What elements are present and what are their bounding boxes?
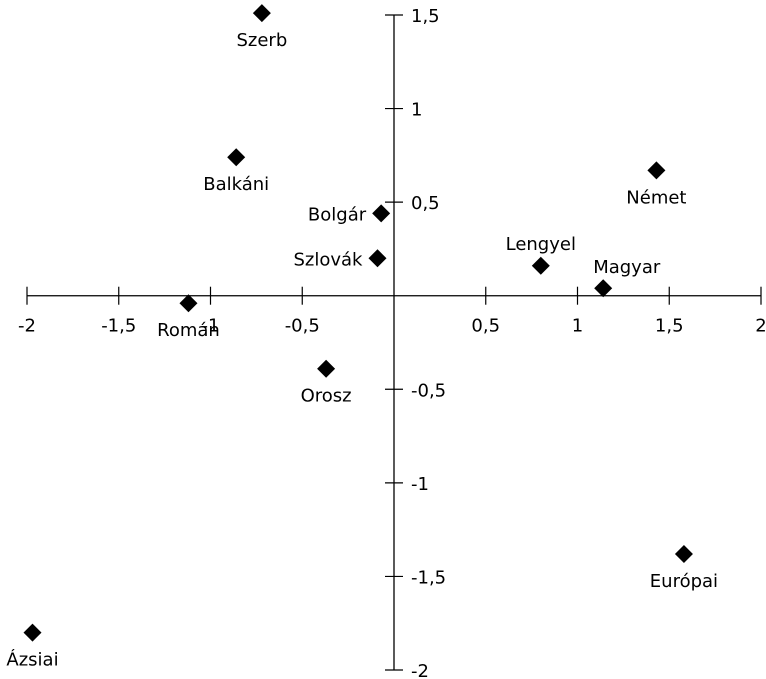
y-tick-label: -1,5 [411, 567, 446, 588]
x-tick-label: -1,5 [101, 316, 136, 337]
data-point-marker [674, 544, 693, 563]
y-tick-label: 1,5 [411, 6, 440, 27]
data-point-label: Bolgár [308, 204, 367, 225]
data-point-label: Lengyel [506, 234, 576, 255]
y-tick-label: 0,5 [411, 193, 440, 214]
data-point-marker [531, 256, 550, 275]
x-tick-label: 0,5 [471, 316, 500, 337]
x-tick-label: -1 [202, 316, 220, 337]
data-point-marker [647, 161, 666, 180]
data-point-label: Magyar [593, 257, 661, 278]
data-point-marker [368, 249, 387, 268]
x-tick-label: 1,5 [655, 316, 684, 337]
data-point-label: Európai [650, 571, 718, 592]
x-tick-label: 2 [755, 316, 766, 337]
data-point-marker [227, 148, 246, 167]
x-tick-label: -0,5 [285, 316, 320, 337]
data-point-label: Német [626, 187, 686, 208]
data-point-marker [317, 359, 336, 378]
x-tick-label: -2 [18, 316, 36, 337]
data-point-marker [23, 623, 42, 642]
data-point-marker [252, 4, 271, 23]
data-point-marker [372, 204, 391, 223]
data-point-label: Román [157, 320, 220, 341]
data-point-label: Ázsiai [6, 649, 58, 671]
data-point-label: Orosz [301, 386, 352, 407]
x-tick-label: 1 [572, 316, 583, 337]
data-point-marker [179, 294, 198, 313]
data-point-label: Szlovák [293, 249, 363, 270]
y-tick-label: -1 [411, 474, 429, 495]
data-point-label: Balkáni [203, 174, 269, 195]
axes [27, 15, 761, 670]
data-points: Szerb Balkáni Bolgár Szlovák Román Orosz Német… [6, 4, 718, 671]
y-tick-label: -0,5 [411, 380, 446, 401]
y-tick-label: -2 [411, 661, 429, 679]
data-point-marker [594, 279, 613, 298]
y-tick-label: 1 [411, 100, 422, 121]
ticks: -2 -1,5 -1 -0,5 0,5 1 1,5 2 1,5 1 0,5 -0,5 -1 -1,5 -2 [18, 6, 766, 679]
data-point-label: Szerb [236, 30, 287, 51]
